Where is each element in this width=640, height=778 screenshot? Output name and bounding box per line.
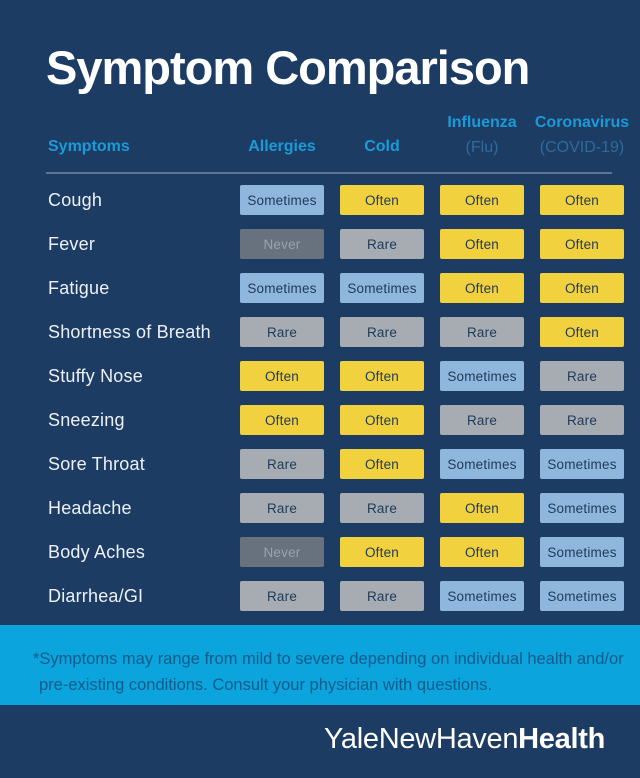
frequency-badge-often: Often [440,229,524,259]
frequency-badge-rare: Rare [340,493,424,523]
frequency-badge-often: Often [340,537,424,567]
frequency-badge-often: Often [540,185,624,215]
footnote-line: *Symptoms may range from mild to severe … [33,650,624,668]
frequency-badge-often: Often [440,493,524,523]
column-header-influenza: Influenza (Flu) [440,110,524,160]
frequency-badge-rare: Rare [540,405,624,435]
table-row: Fatigue Sometimes Sometimes Often Often [48,266,624,310]
column-header-label: Allergies [248,138,316,155]
frequency-badge-rare: Rare [340,317,424,347]
frequency-badge-sometimes: Sometimes [540,449,624,479]
frequency-badge-rare: Rare [340,229,424,259]
frequency-badge-rare: Rare [440,405,524,435]
symptom-label: Fever [48,233,96,254]
column-header-label: Cold [364,138,400,155]
column-header-label: Symptoms [48,138,130,155]
frequency-badge-often: Often [340,185,424,215]
yale-new-haven-health-logo: YaleNewHavenHealth [324,724,605,755]
column-header-allergies: Allergies [240,134,324,160]
frequency-badge-often: Often [240,361,324,391]
frequency-badge-sometimes: Sometimes [240,185,324,215]
table-row: Stuffy Nose Often Often Sometimes Rare [48,354,624,398]
frequency-badge-sometimes: Sometimes [540,493,624,523]
footnote-text: *Symptoms may range from mild to severe … [33,646,624,698]
frequency-badge-rare: Rare [240,493,324,523]
symptom-label: Headache [48,497,132,518]
footnote-line: pre-existing conditions. Consult your ph… [39,676,493,694]
column-header-label: Coronavirus [534,114,630,131]
symptom-label: Diarrhea/GI [48,585,144,606]
frequency-badge-often: Often [340,449,424,479]
page-title: Symptom Comparison [46,41,530,94]
table-row: Fever Never Rare Often Often [48,222,624,266]
frequency-badge-sometimes: Sometimes [540,581,624,611]
frequency-badge-rare: Rare [240,449,324,479]
column-header-label: Influenza [447,114,517,131]
frequency-badge-rare: Rare [240,581,324,611]
frequency-badge-often: Often [540,317,624,347]
frequency-badge-often: Often [440,185,524,215]
table-row: Sore Throat Rare Often Sometimes Sometimes [48,442,624,486]
frequency-badge-never: Never [240,229,324,259]
frequency-badge-often: Often [540,229,624,259]
symptom-label: Cough [48,189,103,210]
frequency-badge-often: Often [340,405,424,435]
frequency-badge-sometimes: Sometimes [540,537,624,567]
table-row: Sneezing Often Often Rare Rare [48,398,624,442]
footnote-band: *Symptoms may range from mild to severe … [0,625,640,705]
frequency-badge-often: Often [240,405,324,435]
frequency-badge-rare: Rare [540,361,624,391]
logo-part-bold: Health [518,723,605,755]
symptom-label: Shortness of Breath [48,321,211,342]
frequency-badge-sometimes: Sometimes [440,581,524,611]
symptom-label: Sore Throat [48,453,145,474]
table-row: Shortness of Breath Rare Rare Rare Often [48,310,624,354]
header-divider-line [46,172,612,174]
symptom-label: Body Aches [48,541,146,562]
column-header-symptoms: Symptoms [48,134,224,160]
column-header-cold: Cold [340,134,424,160]
frequency-badge-sometimes: Sometimes [340,273,424,303]
column-header-coronavirus: Coronavirus (COVID-19) [535,110,629,160]
symptom-rows: Cough Sometimes Often Often Often Fever Nev… [48,178,624,618]
table-row: Diarrhea/GI Rare Rare Sometimes Sometimes [48,574,624,618]
column-header-sublabel: (COVID-19) [539,139,625,156]
frequency-badge-often: Often [440,537,524,567]
symptom-label: Fatigue [48,277,110,298]
frequency-badge-never: Never [240,537,324,567]
table-row: Body Aches Never Often Often Sometimes [48,530,624,574]
column-header-sublabel: (Flu) [465,139,499,156]
frequency-badge-often: Often [340,361,424,391]
frequency-badge-rare: Rare [240,317,324,347]
frequency-badge-sometimes: Sometimes [240,273,324,303]
frequency-badge-often: Often [540,273,624,303]
logo-part-regular: YaleNewHaven [324,723,519,755]
frequency-badge-sometimes: Sometimes [440,361,524,391]
frequency-badge-rare: Rare [440,317,524,347]
frequency-badge-often: Often [440,273,524,303]
symptom-label: Stuffy Nose [48,365,143,386]
table-row: Headache Rare Rare Often Sometimes [48,486,624,530]
frequency-badge-sometimes: Sometimes [440,449,524,479]
table-row: Cough Sometimes Often Often Often [48,178,624,222]
table-header-row: Symptoms Allergies Cold Influenza (Flu) … [48,110,629,160]
frequency-badge-rare: Rare [340,581,424,611]
symptom-label: Sneezing [48,409,125,430]
